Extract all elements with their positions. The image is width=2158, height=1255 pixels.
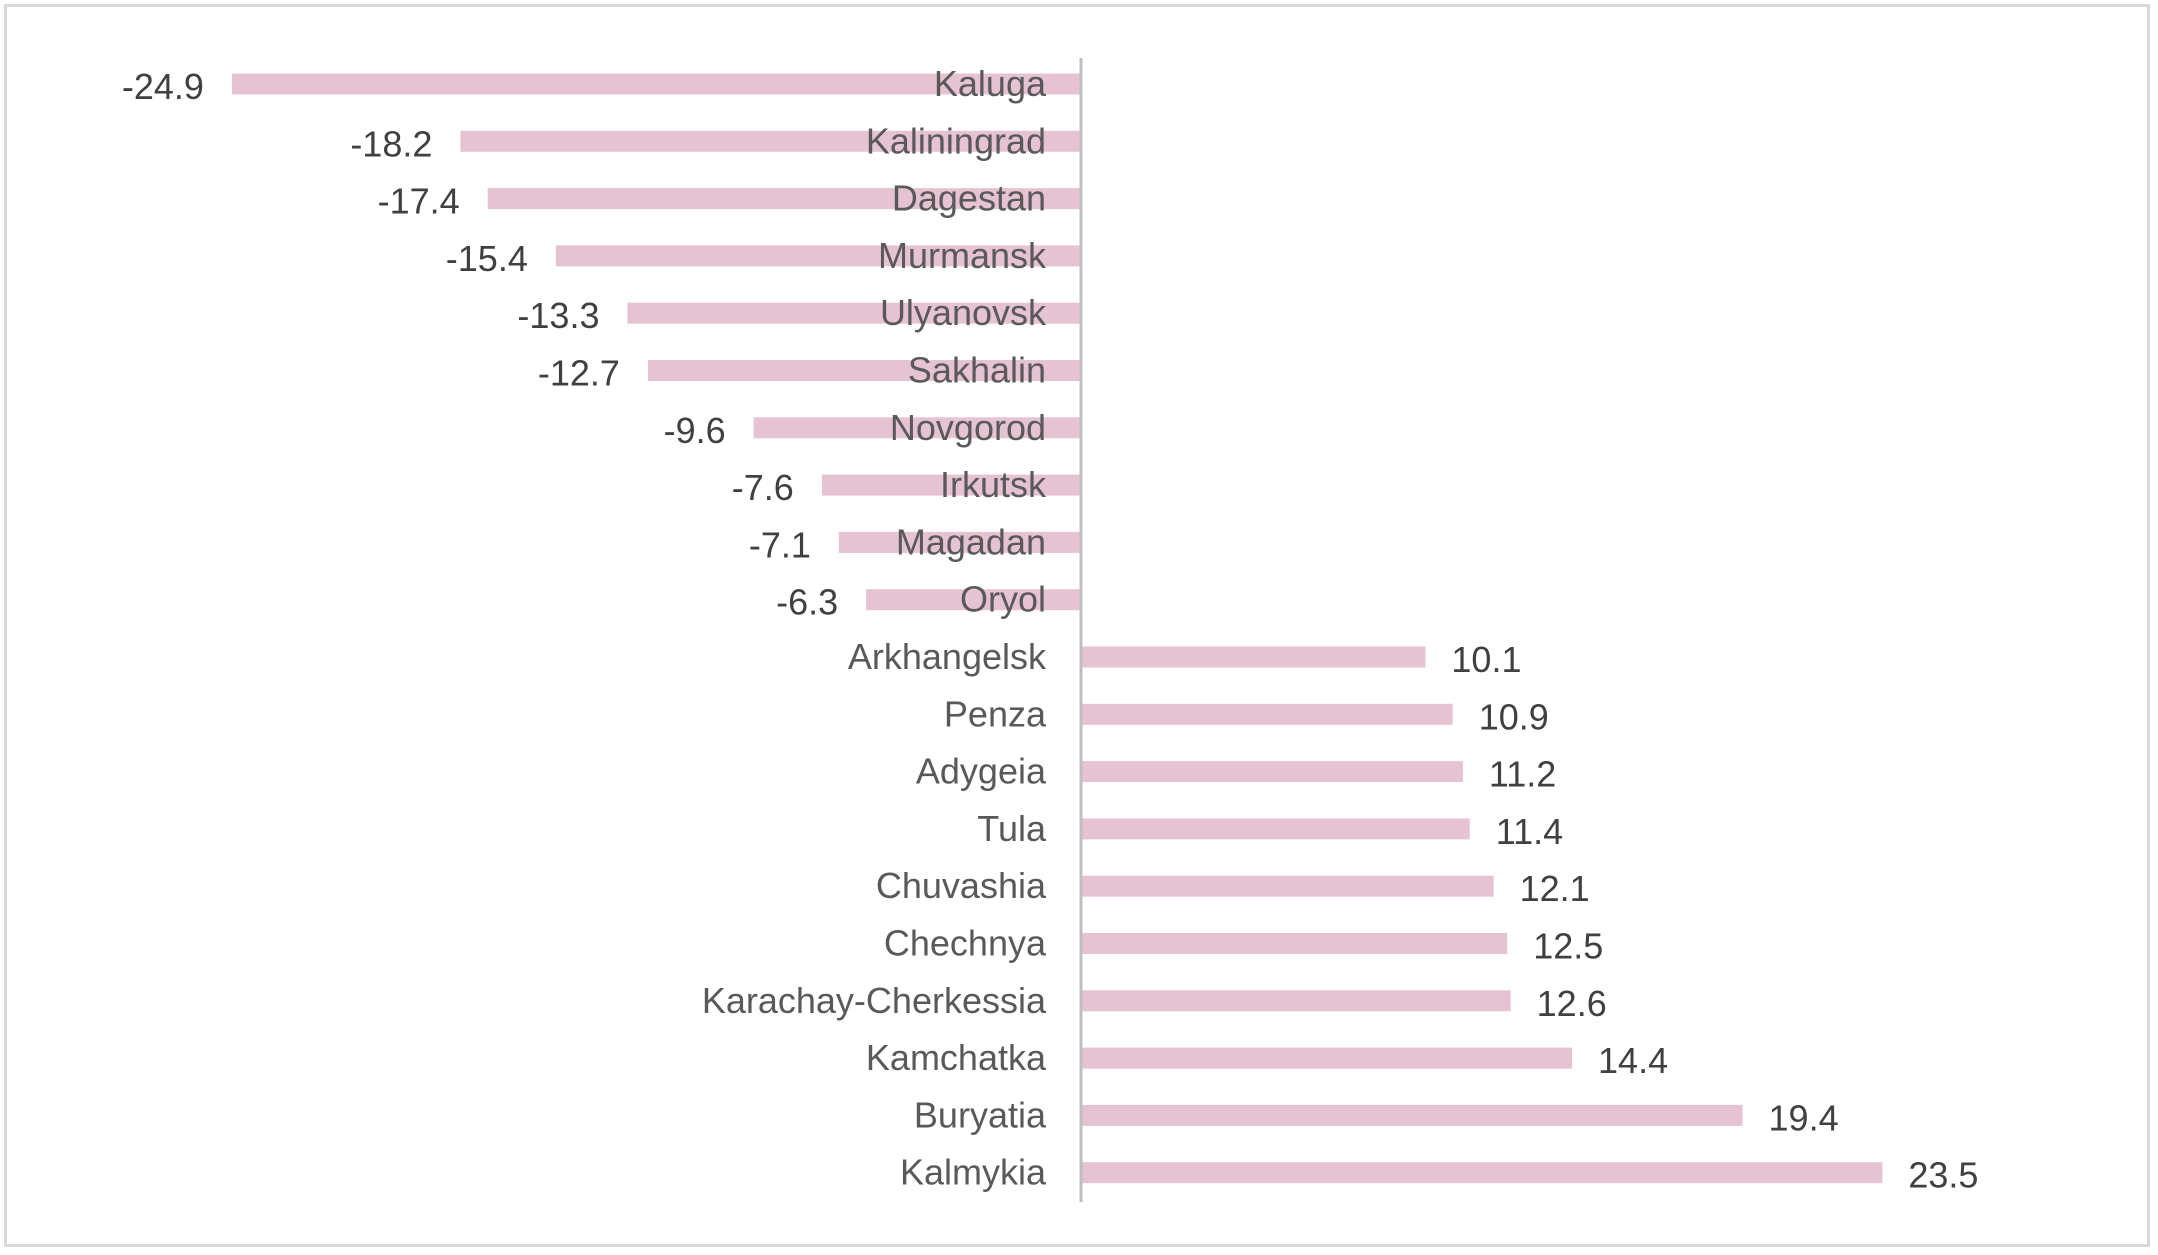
value-label-irkutsk: -7.6 bbox=[732, 467, 794, 508]
category-label-kamchatka: Kamchatka bbox=[866, 1037, 1047, 1078]
category-label-murmansk: Murmansk bbox=[878, 235, 1047, 276]
value-label-oryol: -6.3 bbox=[776, 582, 838, 623]
bar-buryatia bbox=[1081, 1104, 1743, 1126]
category-label-karachay-cherkessia: Karachay-Cherkessia bbox=[702, 980, 1047, 1021]
bar-penza bbox=[1081, 703, 1453, 725]
value-label-arkhangelsk: 10.1 bbox=[1451, 639, 1521, 680]
value-label-penza: 10.9 bbox=[1479, 696, 1549, 737]
value-label-magadan: -7.1 bbox=[749, 524, 811, 565]
category-label-ulyanovsk: Ulyanovsk bbox=[880, 292, 1047, 333]
bar-kaliningrad bbox=[460, 130, 1081, 152]
category-label-sakhalin: Sakhalin bbox=[908, 350, 1046, 391]
value-label-novgorod: -9.6 bbox=[664, 410, 726, 451]
value-label-kalmykia: 23.5 bbox=[1908, 1155, 1978, 1196]
category-label-kaluga: Kaluga bbox=[934, 63, 1047, 104]
bar-karachay-cherkessia bbox=[1081, 990, 1511, 1012]
labels-group: Kaluga -24.9 Kaliningrad -18.2 Dagestan -17.4… bbox=[122, 63, 1979, 1196]
value-label-murmansk: -15.4 bbox=[446, 238, 528, 279]
bar-kalmykia bbox=[1081, 1162, 1883, 1184]
value-label-chuvashia: 12.1 bbox=[1520, 868, 1590, 909]
value-label-tula: 11.4 bbox=[1496, 811, 1563, 852]
bar-chechnya bbox=[1081, 933, 1508, 954]
value-label-kaliningrad: -18.2 bbox=[350, 123, 432, 164]
category-label-novgorod: Novgorod bbox=[890, 407, 1046, 448]
bar-arkhangelsk bbox=[1081, 646, 1426, 668]
category-label-penza: Penza bbox=[944, 693, 1047, 734]
bar-tula bbox=[1081, 818, 1470, 840]
category-label-kalmykia: Kalmykia bbox=[900, 1152, 1047, 1193]
bar-irkutsk bbox=[821, 474, 1081, 496]
bar-magadan bbox=[838, 531, 1081, 553]
category-label-magadan: Magadan bbox=[896, 521, 1046, 562]
value-label-buryatia: 19.4 bbox=[1769, 1097, 1839, 1138]
value-label-kamchatka: 14.4 bbox=[1598, 1040, 1668, 1081]
value-label-chechnya: 12.5 bbox=[1533, 926, 1603, 967]
bar-dagestan bbox=[487, 188, 1081, 210]
bar-oryol bbox=[866, 589, 1081, 611]
category-label-tula: Tula bbox=[977, 808, 1047, 849]
value-label-karachay-cherkessia: 12.6 bbox=[1537, 983, 1607, 1024]
category-label-irkutsk: Irkutsk bbox=[940, 464, 1047, 505]
category-label-adygeia: Adygeia bbox=[916, 751, 1047, 792]
value-label-sakhalin: -12.7 bbox=[538, 353, 620, 394]
category-label-chuvashia: Chuvashia bbox=[876, 865, 1047, 906]
value-label-dagestan: -17.4 bbox=[378, 181, 460, 222]
bar-ulyanovsk bbox=[627, 302, 1081, 324]
bar-kamchatka bbox=[1081, 1047, 1573, 1069]
chart-frame: Kaluga -24.9 Kaliningrad -18.2 Dagestan -17.4… bbox=[4, 4, 2150, 1247]
category-label-oryol: Oryol bbox=[960, 579, 1046, 620]
bar-chuvashia bbox=[1081, 875, 1494, 897]
category-label-buryatia: Buryatia bbox=[914, 1094, 1047, 1135]
value-label-adygeia: 11.2 bbox=[1489, 754, 1556, 795]
bar-sakhalin bbox=[647, 360, 1081, 381]
bar-chart: Kaluga -24.9 Kaliningrad -18.2 Dagestan -17.4… bbox=[122, 58, 1979, 1202]
category-label-arkhangelsk: Arkhangelsk bbox=[848, 636, 1047, 677]
bar-kaluga bbox=[231, 73, 1081, 95]
category-label-kaliningrad: Kaliningrad bbox=[866, 120, 1046, 161]
category-label-chechnya: Chechnya bbox=[884, 923, 1047, 964]
bar-adygeia bbox=[1081, 761, 1463, 783]
value-label-ulyanovsk: -13.3 bbox=[517, 295, 599, 336]
bar-murmansk bbox=[555, 245, 1081, 267]
bar-novgorod bbox=[753, 417, 1081, 439]
value-label-kaluga: -24.9 bbox=[122, 66, 204, 107]
category-label-dagestan: Dagestan bbox=[892, 178, 1046, 219]
bars-group bbox=[231, 73, 1883, 1184]
